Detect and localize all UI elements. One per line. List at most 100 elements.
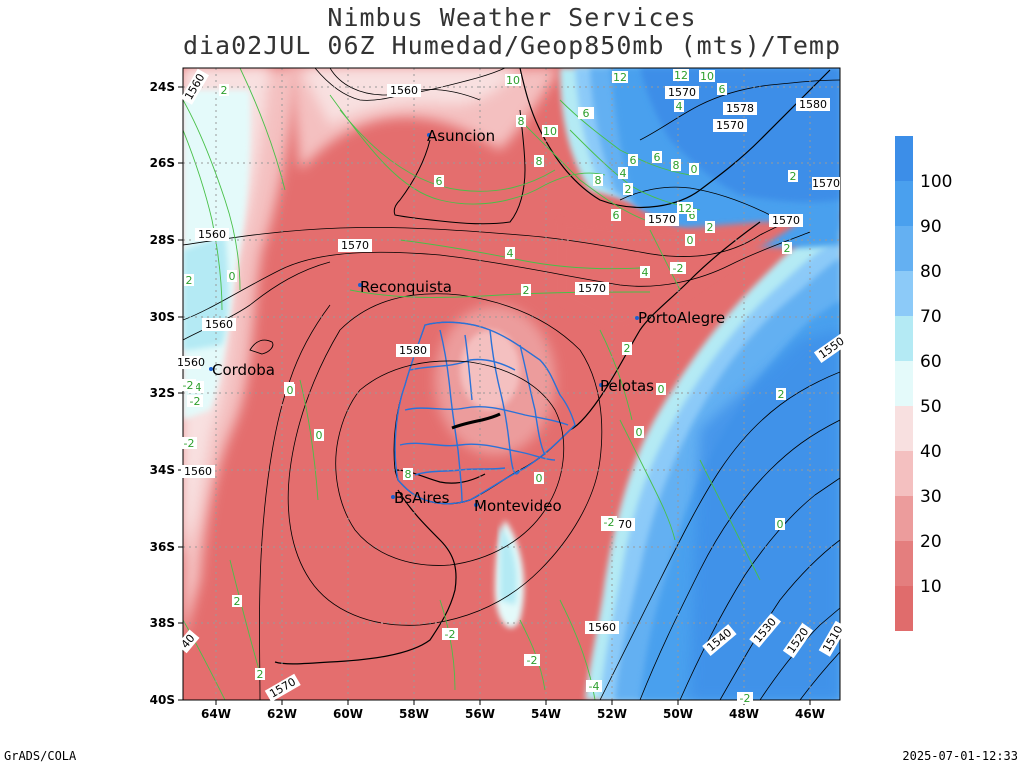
temp-label: -2 <box>190 395 201 408</box>
colorbar-label: 40 <box>920 442 942 462</box>
colorbar-label: 50 <box>920 397 942 417</box>
temp-label: 8 <box>518 115 525 128</box>
lat-label: 40S <box>150 693 175 707</box>
city-dot <box>209 367 213 371</box>
city-dot <box>358 283 362 287</box>
lat-label: 26S <box>150 156 175 170</box>
temp-label: 2 <box>624 342 631 355</box>
colorbar-segment <box>895 181 913 226</box>
colorbar-segment <box>895 271 913 316</box>
temp-label: 12 <box>674 69 688 82</box>
colorbar-label: 30 <box>920 487 942 507</box>
temp-label: -4 <box>589 680 600 693</box>
lon-label: 50W <box>663 707 693 721</box>
lon-label: 56W <box>465 707 495 721</box>
lon-label: 58W <box>399 707 429 721</box>
city-dot <box>427 133 431 137</box>
temp-label: 4 <box>507 247 514 260</box>
humidity-colorbar: 100 90 80 70 60 50 40 30 20 10 <box>895 136 952 631</box>
temp-label: 6 <box>613 209 620 222</box>
temperature-labels: 2 10 12 12 10 6 4 8 10 8 6 6 4 6 2 6 8 2… <box>180 69 798 705</box>
temp-label: 2 <box>625 183 632 196</box>
temp-label: -2 <box>740 692 751 705</box>
title-line-1: Nimbus Weather Services <box>327 3 697 32</box>
lon-label: 48W <box>729 707 759 721</box>
lat-label: 28S <box>150 233 175 247</box>
temp-label: 0 <box>229 270 236 283</box>
city-label-pelotas: Pelotas <box>600 377 654 395</box>
temp-label: -2 <box>673 262 684 275</box>
colorbar-segment <box>895 226 913 271</box>
colorbar-segment <box>895 496 913 541</box>
temp-label: 6 <box>689 209 696 222</box>
lat-label: 32S <box>150 386 175 400</box>
temp-label: -2 <box>604 516 615 529</box>
temp-label: 10 <box>700 70 714 83</box>
footer-timestamp: 2025-07-01-12:33 <box>902 749 1018 763</box>
temp-label: -2 <box>527 654 538 667</box>
lat-axis-labels: 24S 26S 28S 30S 32S 34S 36S 38S 40S <box>150 80 175 707</box>
temp-label: 0 <box>287 384 294 397</box>
city-dot <box>391 495 395 499</box>
geop-label: 1560 <box>177 356 205 369</box>
temp-label: 0 <box>691 163 698 176</box>
colorbar-segment <box>895 316 913 361</box>
uruguay-department-borders <box>394 321 576 505</box>
temp-label: 2 <box>257 668 264 681</box>
geopotential-contours <box>183 68 840 700</box>
temp-label: -2 <box>184 437 195 450</box>
lon-axis-labels: 64W 62W 60W 58W 56W 54W 52W 50W 48W 46W <box>201 707 825 721</box>
geop-label: 1578 <box>726 102 754 115</box>
geop-label: 1560 <box>390 84 418 97</box>
temp-label: 4 <box>642 266 649 279</box>
colorbar-segment <box>895 136 913 181</box>
lat-label: 24S <box>150 80 175 94</box>
city-label-montevideo: Montevideo <box>474 497 562 515</box>
colorbar-label: 100 <box>920 172 952 192</box>
temp-label: 2 <box>707 221 714 234</box>
temp-label: 2 <box>186 274 193 287</box>
temp-label: 0 <box>536 472 543 485</box>
geop-label: 1570 <box>578 282 606 295</box>
colorbar-label: 60 <box>920 352 942 372</box>
geop-label: 1580 <box>799 98 827 111</box>
temp-label: 6 <box>436 175 443 188</box>
geop-label: 1570 <box>648 213 676 226</box>
colorbar-label: 80 <box>920 262 942 282</box>
title-line-2: dia02JUL 06Z Humedad/Geop850mb (mts)/Tem… <box>182 31 842 60</box>
geop-label: 1570 <box>812 177 840 190</box>
temp-label: 0 <box>636 426 643 439</box>
geop-label: 1560 <box>588 621 616 634</box>
temp-label: 0 <box>316 429 323 442</box>
temp-label: 8 <box>595 174 602 187</box>
geop-label: 1560 <box>184 465 212 478</box>
colorbar-segment <box>895 586 913 631</box>
city-dot <box>599 383 603 387</box>
lat-label: 36S <box>150 540 175 554</box>
colorbar-segment <box>895 361 913 406</box>
temp-label: 6 <box>630 154 637 167</box>
temp-label: 8 <box>673 159 680 172</box>
footer-credit: GrADS/COLA <box>4 749 77 763</box>
lon-label: 54W <box>531 707 561 721</box>
lat-label: 30S <box>150 310 175 324</box>
geop-label: 1570 <box>341 239 369 252</box>
temp-label: 10 <box>543 125 557 138</box>
temp-label: 0 <box>658 383 665 396</box>
temp-label: 2 <box>790 170 797 183</box>
temperature-contours <box>183 68 761 700</box>
geop-label: 1570 <box>772 214 800 227</box>
colorbar-segment <box>895 451 913 496</box>
geop-label: 1570 <box>668 86 696 99</box>
temp-label: 4 <box>620 167 627 180</box>
geop-label: 1560 <box>205 318 233 331</box>
temp-label: 8 <box>536 155 543 168</box>
colorbar-segment <box>895 406 913 451</box>
lon-label: 60W <box>333 707 363 721</box>
temp-label: -2 <box>445 628 456 641</box>
lon-label: 46W <box>795 707 825 721</box>
axis-ticks <box>178 86 811 705</box>
temp-label: -4 <box>191 381 202 394</box>
temp-label: 2 <box>778 388 785 401</box>
